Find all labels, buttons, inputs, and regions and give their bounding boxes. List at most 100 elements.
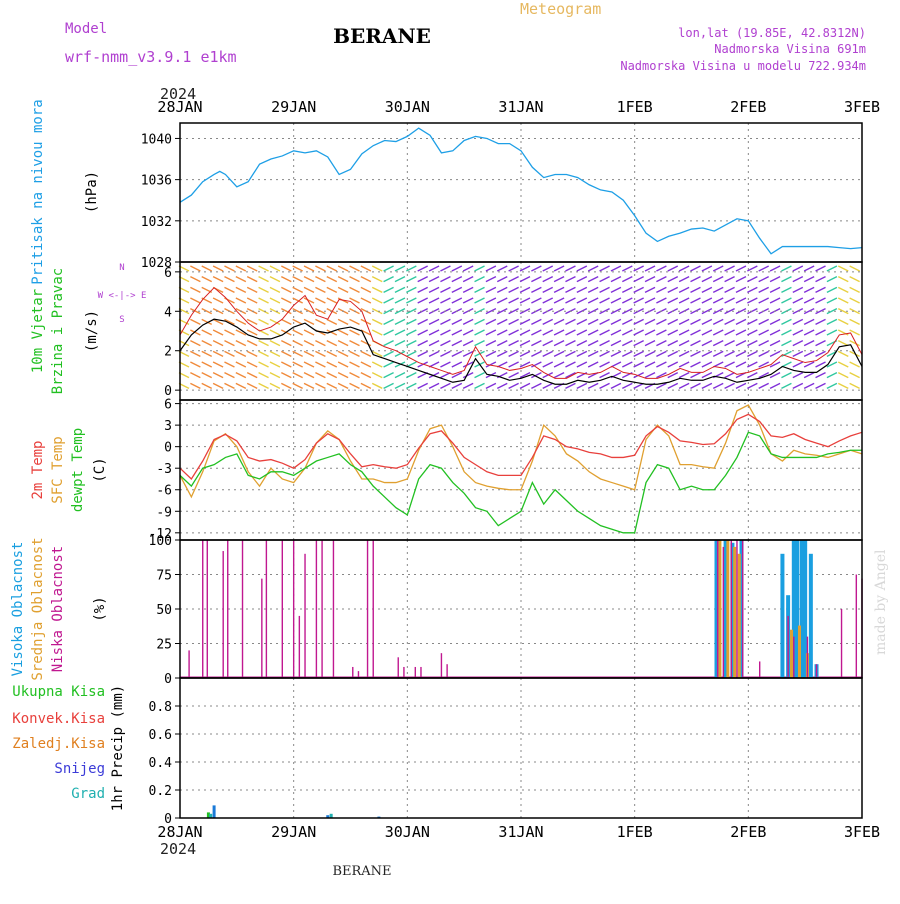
wind-barb [474,318,485,325]
wind-barb [576,318,588,325]
wind-barb [496,340,508,347]
wind-barb [485,276,497,283]
wind-barb [462,340,474,347]
wind-barb [428,286,440,293]
wind-barb [315,308,326,315]
wind-barb [849,329,860,336]
wind-barb [678,372,690,379]
wind-barb [496,382,508,389]
wind-barb [747,382,758,389]
wind-barb [212,329,224,336]
wind-barb [701,265,713,272]
wind-barb [258,297,269,304]
wind-barb [360,382,372,389]
wind-barb [837,361,849,368]
wind-barb [349,265,360,272]
y-tick-label: 1028 [141,256,172,271]
wind-barb [371,350,383,357]
wind-barb [712,382,724,389]
wind-barb [508,318,519,325]
wind-barb [360,297,372,304]
wind-barb [371,297,383,304]
wind-gust-line [179,286,863,379]
wind-barb [837,276,849,283]
wind-barb [712,329,724,336]
wind-barb [781,340,792,347]
x-tick-label-bottom: 31JAN [498,823,543,841]
wind-barb [633,286,644,293]
wind-barb [406,318,417,325]
cloud-high-bar [791,540,796,678]
wind-barb [303,329,315,336]
wind-barb [417,382,429,389]
wind-barb [644,361,656,368]
wind-barb [837,350,849,357]
x-tick-label-top: 28JAN [157,98,202,116]
wind-barb [553,372,565,379]
wind-barb [508,361,519,368]
y-tick-label: -3 [156,462,172,477]
wind-barb [599,318,610,325]
wind-barb [781,382,792,389]
wind-barb [485,340,497,347]
wind-barb [337,361,349,368]
wind-barb [656,329,667,336]
wind-barb [815,308,826,315]
wind-barb [303,276,315,283]
wind-barb [280,297,292,304]
wind-barb [462,297,474,304]
wind-barb [849,308,860,315]
wind-barb [303,361,315,368]
wind-barb [542,340,554,347]
wind-barb [383,286,394,293]
wind-barb [190,318,201,325]
pressure-label: Pritisak na nivou mora [30,99,46,284]
wind-barb [621,286,633,293]
wind-barb [417,265,429,272]
cloud-low-bar [722,546,725,678]
wind-barb [258,318,269,325]
wind-barb [587,276,599,283]
y-tick-label: 0.6 [149,728,172,743]
model-name: wrf-nmm_v3.9.1 e1km [65,48,237,66]
wind-barb [292,372,303,379]
wind-barb [792,329,804,336]
wind-barb [201,318,213,325]
wind-barb [758,340,770,347]
wind-barb [440,340,451,347]
wind-barb [769,265,781,272]
wind-barb [587,382,599,389]
wind-barb [371,372,383,379]
wind-barb [269,286,281,293]
wind-barb [599,308,610,315]
wind-barb [349,372,360,379]
wind-barb [190,329,201,336]
wind-barb [337,276,349,283]
wind-barb [349,329,360,336]
wind-barb [633,340,644,347]
wind-barb [246,340,258,347]
wind-barb [531,350,542,357]
wind-barb [440,361,451,368]
wind-barb [417,350,429,357]
wind-barb [724,286,735,293]
wind-barb [803,286,815,293]
x-tick-label-top: 30JAN [385,98,430,116]
x-tick-label-bottom: 2FEB [730,823,766,841]
wind-compass: W <-|-> E [98,291,147,301]
wind-barb [326,297,338,304]
wind-barb [542,350,554,357]
wind-barb [803,308,815,315]
wind-barb [792,308,804,315]
wind-barb [565,297,576,304]
wind-barb [428,329,440,336]
wind-barb [246,297,258,304]
cloud-high-bar [723,540,728,678]
wind-barb [758,372,770,379]
wind-barb [712,297,724,304]
wind-barb [712,265,724,272]
wind-barb [371,286,383,293]
wind-barb [576,340,588,347]
wind-barb [553,361,565,368]
x-tick-label-top: 31JAN [498,98,543,116]
